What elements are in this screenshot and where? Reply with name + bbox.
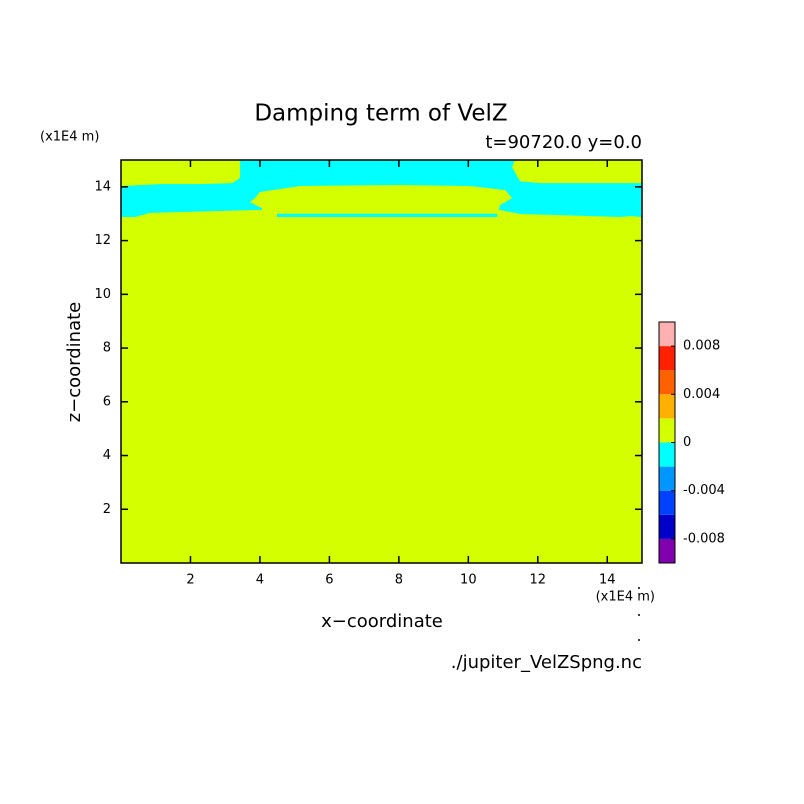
y-tick-label: 10 — [94, 287, 111, 302]
y-tick-label: 8 — [103, 341, 111, 356]
colorbar-band — [659, 490, 675, 515]
contour-region — [276, 213, 498, 217]
y-tick-label: 4 — [103, 448, 111, 463]
marker-dot — [638, 639, 640, 641]
y-tick-label: 14 — [94, 179, 111, 194]
contour-region — [249, 184, 513, 213]
colorbar-band — [659, 394, 675, 419]
x-unit: (x1E4 m) — [596, 590, 655, 605]
x-tick-label: 4 — [256, 573, 264, 588]
colorbar-tick-label: 0.008 — [683, 339, 720, 354]
colorbar-tick-label: 0.004 — [683, 387, 720, 402]
colorbar-band — [659, 538, 675, 563]
y-tick-label: 12 — [94, 233, 111, 248]
contour-region — [121, 160, 642, 563]
colorbar-band — [659, 442, 675, 467]
colorbar-tick-label: -0.008 — [683, 531, 725, 546]
y-unit: (x1E4 m) — [40, 130, 99, 145]
x-axis-label: x−coordinate — [321, 611, 443, 632]
x-tick-label: 12 — [530, 573, 547, 588]
colorbar-band — [659, 418, 675, 443]
marker-dot — [638, 614, 640, 616]
y-tick-label: 2 — [103, 502, 111, 517]
plot-frame — [120, 159, 643, 564]
y-axis-label: z−coordinate — [64, 302, 85, 423]
x-tick-label: 14 — [599, 573, 616, 588]
colorbar-tick-label: 0 — [683, 435, 691, 450]
colorbar-tick-label: -0.004 — [683, 483, 725, 498]
chart-subtitle: t=90720.0 y=0.0 — [485, 132, 642, 153]
x-tick-label: 10 — [460, 573, 477, 588]
colorbar-band — [659, 370, 675, 395]
colorbar-band — [659, 346, 675, 371]
colorbar-band — [659, 322, 675, 347]
x-tick-label: 8 — [395, 573, 403, 588]
colorbar-band — [659, 466, 675, 491]
x-tick-label: 6 — [325, 573, 333, 588]
colorbar-band — [659, 514, 675, 539]
source-file: ./jupiter_VelZSpng.nc — [451, 652, 642, 673]
y-tick-label: 6 — [103, 394, 111, 409]
chart-title: Damping term of VelZ — [254, 101, 507, 127]
x-tick-label: 2 — [186, 573, 194, 588]
marker-dot — [638, 587, 640, 589]
